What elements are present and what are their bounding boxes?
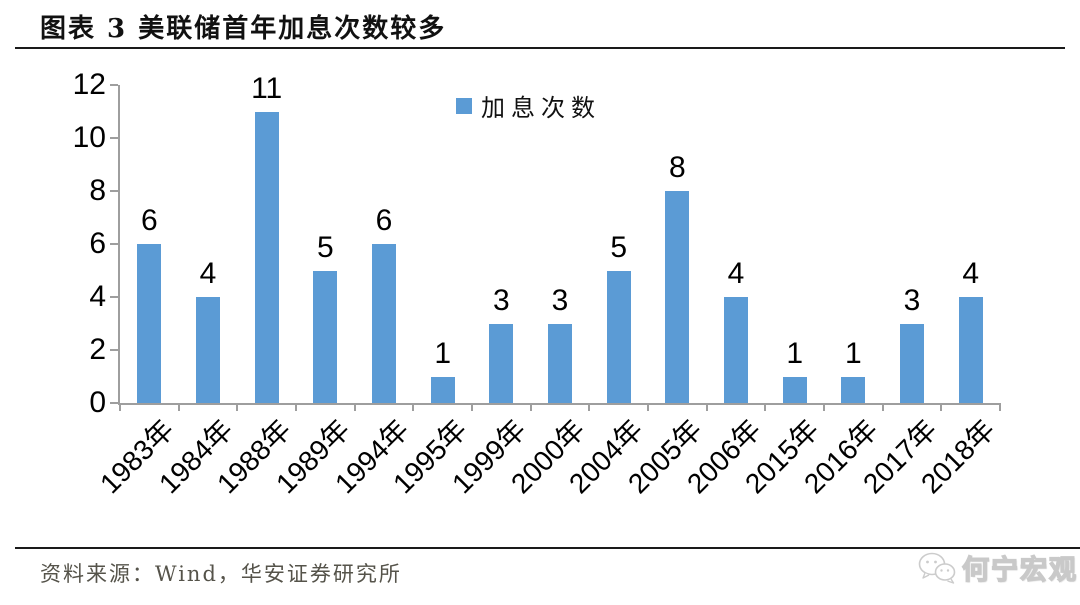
y-axis-tick-label: 0 (89, 386, 106, 419)
x-axis-tick (647, 403, 649, 411)
bar-value-label: 6 (141, 204, 158, 237)
y-axis-line (118, 85, 120, 403)
bar-value-label: 6 (375, 204, 393, 237)
bar-value-label: 4 (727, 257, 745, 290)
x-axis-tick (119, 403, 121, 411)
bar-value-label: 5 (316, 230, 334, 264)
bar (548, 323, 572, 403)
x-axis-tick (529, 403, 532, 411)
x-axis-tick (353, 403, 356, 411)
title-divider (15, 47, 1065, 49)
y-axis-tick (110, 190, 118, 192)
y-axis-tick-label: 8 (89, 174, 106, 207)
bar (782, 376, 807, 403)
bar-chart-plot-area: 0 2 4 6 8 10 12 6 1983年 4 1984年 11 1988年 5 1989年 6 1994年… (73, 70, 1002, 500)
bar-value-label: 1 (434, 336, 451, 370)
x-axis-tick (236, 403, 239, 411)
legend-swatch-icon (456, 97, 472, 114)
footer-divider (15, 547, 1080, 549)
y-axis-tick (110, 243, 118, 245)
y-axis-tick (110, 137, 118, 139)
bar (665, 191, 690, 403)
bar (841, 376, 866, 403)
x-axis-tick (412, 403, 415, 411)
bar (137, 244, 162, 403)
y-axis-tick (110, 349, 118, 351)
x-axis-tick (705, 403, 708, 411)
bar (489, 323, 514, 403)
x-axis-tick (940, 403, 943, 411)
y-axis-tick (110, 296, 118, 298)
bar (724, 297, 748, 403)
x-axis-tick (588, 403, 591, 411)
bar (958, 297, 983, 403)
legend-label: 加息次数 (481, 94, 601, 122)
bar-value-label: 5 (610, 230, 627, 264)
bar-value-label: 3 (903, 283, 921, 317)
x-axis-tick (471, 403, 473, 411)
y-axis-tick (110, 84, 118, 86)
x-axis-tick (823, 403, 825, 411)
x-axis-line (118, 403, 1000, 405)
chart-title: 图表 3 美联储首年加息次数较多 (40, 14, 447, 44)
bar-value-label: 1 (786, 336, 803, 370)
x-axis-tick (881, 403, 884, 411)
watermark: 何宁宏观 (918, 548, 1078, 587)
x-axis-tick (764, 403, 767, 411)
y-axis-tick-label: 4 (89, 280, 106, 313)
bar (900, 323, 924, 403)
y-axis-tick-label: 10 (72, 121, 106, 154)
y-axis-tick-label: 2 (89, 333, 106, 366)
bar-value-label: 4 (199, 257, 217, 290)
wechat-icon (918, 552, 956, 584)
bar-value-label: 1 (844, 336, 862, 370)
y-axis-tick-label: 12 (72, 68, 106, 101)
source-note: 资料来源：Wind，华安证券研究所 (40, 562, 402, 586)
chart-legend: 加息次数 (456, 88, 601, 123)
bar (196, 297, 220, 403)
bar-value-label: 8 (668, 151, 686, 184)
bar-value-label: 4 (962, 257, 979, 290)
y-axis-tick (110, 402, 118, 404)
bar (313, 270, 338, 403)
watermark-text: 何宁宏观 (961, 554, 1078, 586)
x-axis-tick (999, 403, 1001, 411)
x-axis-tick (177, 403, 180, 411)
bar (372, 244, 396, 403)
bar-value-label: 11 (251, 71, 283, 105)
bar (254, 111, 279, 403)
bar (430, 376, 455, 403)
bar-value-label: 3 (551, 283, 569, 317)
bar (606, 270, 631, 403)
y-axis-tick-label: 6 (89, 227, 106, 260)
bar-value-label: 3 (492, 283, 510, 317)
x-axis-tick (295, 403, 297, 411)
